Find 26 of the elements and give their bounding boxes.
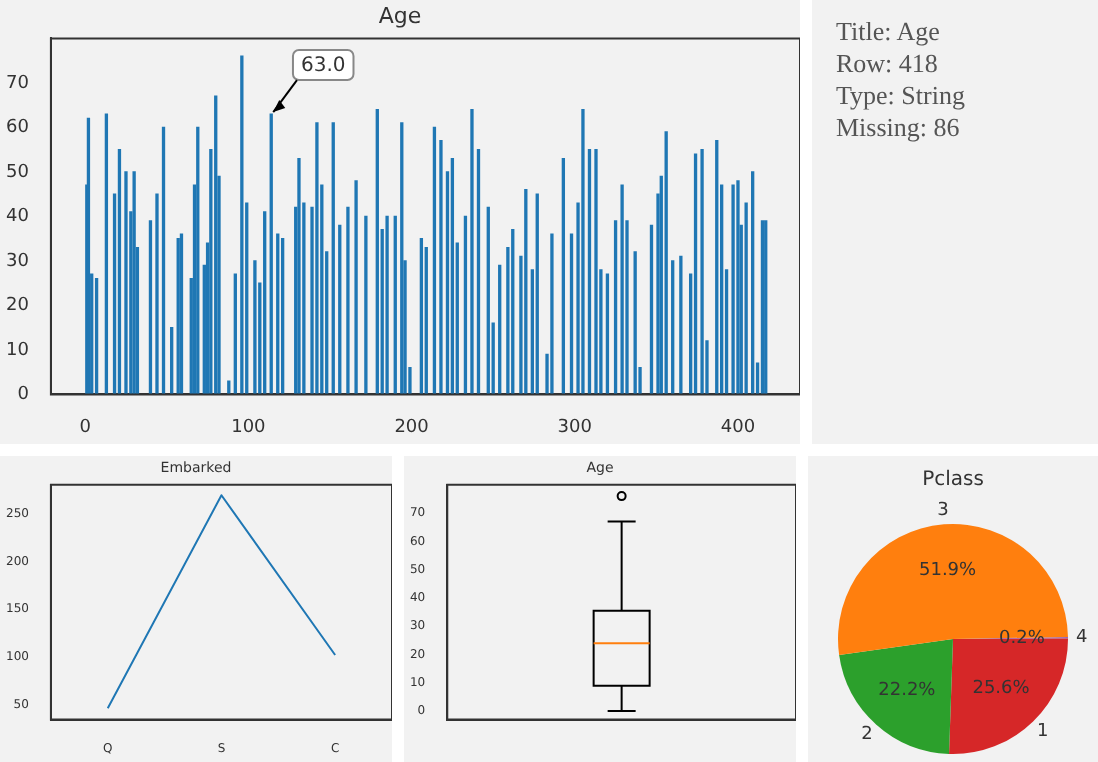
x-tick-label: 0 bbox=[79, 417, 92, 438]
text: Missing: 86 bbox=[836, 112, 962, 144]
x-tick-label: 400 bbox=[720, 417, 756, 438]
data-label: 51.9% bbox=[918, 560, 978, 581]
chart-title: Age bbox=[378, 2, 422, 29]
slice-label: 1 bbox=[1036, 722, 1049, 743]
text: Type: String bbox=[836, 80, 967, 112]
slice-label: 4 bbox=[1076, 628, 1089, 649]
data-label: 22.2% bbox=[878, 680, 937, 701]
chart-title: Pclass bbox=[922, 469, 984, 492]
annotation: 63.0 bbox=[300, 55, 346, 78]
text: Row: 418 bbox=[836, 48, 940, 80]
y-tick-label: 50 bbox=[6, 162, 30, 183]
y-tick-label: 40 bbox=[6, 207, 30, 228]
x-tick-label: 100 bbox=[231, 417, 267, 438]
y-tick-label: 60 bbox=[6, 118, 30, 139]
y-tick-label: 30 bbox=[6, 251, 30, 272]
slice-label: 2 bbox=[861, 725, 873, 746]
x-tick-label: 300 bbox=[557, 417, 593, 438]
slice-label: 3 bbox=[937, 501, 949, 522]
y-tick-label: 20 bbox=[6, 296, 30, 317]
y-tick-label: 10 bbox=[6, 340, 30, 361]
data-label: 25.6% bbox=[972, 679, 1031, 700]
text: Title: Age bbox=[836, 16, 942, 48]
y-tick-label: 70 bbox=[6, 73, 30, 94]
y-tick-label: 0 bbox=[17, 385, 30, 406]
